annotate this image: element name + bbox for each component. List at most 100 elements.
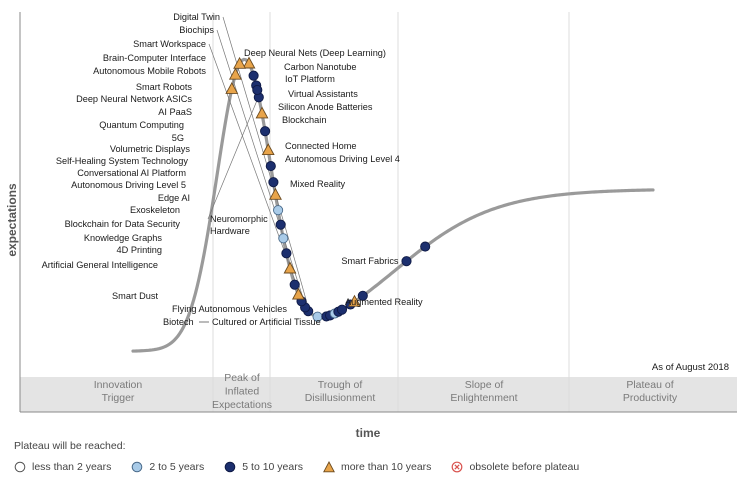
tech-marker-circle <box>281 248 292 259</box>
tech-marker-triangle <box>283 261 297 274</box>
legend-label: 5 to 10 years <box>242 461 303 473</box>
legend-items: less than 2 years 2 to 5 years 5 to 10 y… <box>14 461 714 473</box>
phase-dividers <box>212 12 570 412</box>
tech-label: Mixed Reality <box>290 179 346 189</box>
phase-label: Productivity <box>623 392 678 404</box>
tech-label: Smart Robots <box>136 82 193 92</box>
legend-label: less than 2 years <box>32 461 112 473</box>
technology-markers <box>225 56 431 322</box>
tech-marker-circle <box>278 233 289 244</box>
tech-marker-triangle <box>233 56 247 69</box>
legend-label: obsolete before plateau <box>469 461 580 473</box>
tech-marker-circle <box>401 256 412 267</box>
phase-label: Peak of <box>224 372 260 384</box>
tech-label: Volumetric Displays <box>110 144 191 154</box>
tech-label: Edge AI <box>158 193 190 203</box>
tech-label: Biotech <box>163 317 194 327</box>
phase-label: Enlightenment <box>450 392 517 404</box>
y-axis-title: expectations <box>5 183 19 257</box>
tech-marker-triangle <box>225 81 239 94</box>
legend-label: more than 10 years <box>340 461 432 473</box>
tech-label: Self-Healing System Technology <box>56 156 189 166</box>
tech-label: Conversational AI Platform <box>77 168 186 178</box>
tech-label: AI PaaS <box>158 107 192 117</box>
tech-label: 5G <box>172 133 184 143</box>
orange-triangle-icon <box>323 461 335 473</box>
tech-label: Connected Home <box>285 141 357 151</box>
x-axis-title: time <box>356 426 381 440</box>
obsolete-x-circle-icon <box>452 461 463 473</box>
tech-label: Blockchain <box>282 115 326 125</box>
legend-title: Plateau will be reached: <box>14 440 126 452</box>
tech-label: Smart Workspace <box>133 39 206 49</box>
phase-label: Disillusionment <box>305 392 376 404</box>
phase-label: Expectations <box>212 399 272 411</box>
label-leader <box>207 89 262 220</box>
tech-label: Knowledge Graphs <box>84 233 163 243</box>
hype-curve <box>131 57 655 353</box>
tech-label: Blockchain for Data Security <box>65 219 181 229</box>
phase-label: Plateau of <box>626 379 673 391</box>
tech-marker-triangle <box>255 106 269 119</box>
tech-label: Deep Neural Network ASICs <box>76 94 192 104</box>
tech-label: Autonomous Driving Level 5 <box>71 180 186 190</box>
tech-marker-triangle <box>348 294 361 307</box>
tech-marker-circle <box>260 126 271 137</box>
phase-label: Slope of <box>465 379 504 391</box>
tech-marker-triangle <box>242 56 256 69</box>
light-blue-circle-icon <box>132 461 143 473</box>
tech-label: Autonomous Mobile Robots <box>93 66 206 76</box>
phase-label: Innovation <box>94 379 143 391</box>
tech-label: IoT Platform <box>285 74 335 84</box>
tech-label: Artificial General Intelligence <box>42 260 158 270</box>
tech-label: Quantum Computing <box>99 120 184 130</box>
phase-label: Inflated <box>225 386 260 398</box>
legend-item-obsolete: obsolete before plateau <box>451 461 579 473</box>
tech-label: Digital Twin <box>173 12 220 22</box>
tech-marker-circle <box>357 290 368 301</box>
legend-item-gt10: more than 10 years <box>323 461 431 473</box>
legend: Plateau will be reached: less than 2 yea… <box>14 440 714 473</box>
tech-label: Smart Dust <box>112 291 158 301</box>
tech-label: Autonomous Driving Level 4 <box>285 154 400 164</box>
legend-label: 2 to 5 years <box>149 461 205 473</box>
tech-label: Carbon Nanotube <box>284 62 357 72</box>
technology-labels: Digital Twin Biochips Smart Workspace Brain… <box>42 12 423 327</box>
legend-item-2to5: 2 to 5 years <box>131 461 204 473</box>
tech-label: Virtual Assistants <box>288 89 358 99</box>
tech-marker-triangle <box>291 287 305 300</box>
date-note: As of August 2018 <box>652 362 729 373</box>
plot-background <box>20 12 737 412</box>
tech-label: Brain-Computer Interface <box>103 53 206 63</box>
tech-label: Silicon Anode Batteries <box>278 102 373 112</box>
dark-blue-circle-icon <box>224 461 236 473</box>
tech-marker-triangle <box>228 67 242 80</box>
phase-band <box>20 377 737 412</box>
tech-marker-circle <box>336 304 348 315</box>
tech-marker-circle <box>275 219 286 230</box>
tech-label: Deep Neural Nets (Deep Learning) <box>244 48 386 58</box>
phase-label: Trough of <box>318 379 363 391</box>
legend-item-lt2: less than 2 years <box>14 461 111 473</box>
white-circle-icon <box>14 461 26 473</box>
tech-label: Neuromorphic <box>210 214 268 224</box>
legend-item-5to10: 5 to 10 years <box>224 461 303 473</box>
tech-label: Flying Autonomous Vehicles <box>172 304 287 314</box>
tech-marker-triangle <box>269 187 282 200</box>
tech-marker-circle <box>248 70 259 81</box>
tech-marker-circle <box>273 205 284 216</box>
tech-label: Biochips <box>179 25 214 35</box>
tech-label: Exoskeleton <box>130 205 180 215</box>
tech-marker-circle <box>265 161 276 172</box>
tech-marker-circle <box>420 241 431 252</box>
tech-label: Hardware <box>210 226 250 236</box>
tech-label: Cultured or Artificial Tissue <box>212 317 321 327</box>
tech-marker-circle <box>289 279 300 290</box>
tech-marker-circle <box>252 84 263 96</box>
phase-label: Trigger <box>102 392 135 404</box>
tech-marker-circle <box>268 177 279 188</box>
tech-label: Smart Fabrics <box>341 256 399 266</box>
tech-marker-triangle <box>261 143 275 156</box>
